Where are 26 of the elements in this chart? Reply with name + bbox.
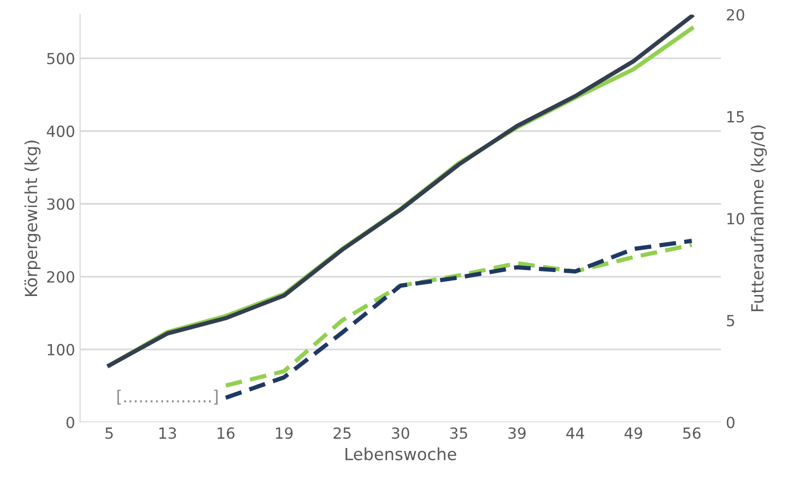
y-tick-label: 0 — [66, 416, 74, 428]
y2-tick-label: 0 — [726, 416, 734, 428]
y-tick-label: 100 — [48, 344, 74, 356]
x-tick-label: 5 — [106, 428, 113, 439]
y-tick-label: 200 — [47, 271, 74, 283]
x-tick-label: 30 — [392, 427, 410, 439]
x-tick-label: 13 — [159, 427, 176, 439]
y2-tick-label: 15 — [727, 111, 744, 123]
y2-tick-label: 10 — [727, 212, 744, 224]
x-axis-title: Lebenswoche — [346, 447, 456, 460]
x-tick-label: 44 — [566, 428, 584, 439]
y-tick-label: 500 — [47, 52, 74, 64]
x-tick-label: 56 — [683, 427, 701, 439]
y2-axis-title: Futteraufnahme (kg/d) — [750, 126, 767, 312]
y2-tick-label: 20 — [726, 9, 744, 21]
x-tick-label: 19 — [276, 427, 293, 439]
annotation: [.................] — [117, 390, 218, 405]
x-tick-label: 25 — [334, 427, 351, 439]
x-tick-label: 16 — [218, 427, 234, 439]
x-tick-label: 49 — [624, 427, 642, 439]
y-axis-title: Körpergewicht (kg) — [24, 140, 41, 296]
x-tick-label: 39 — [508, 427, 526, 439]
y-tick-label: 400 — [46, 126, 74, 138]
x-tick-label: 35 — [450, 427, 468, 439]
y-tick-label: 300 — [47, 198, 74, 210]
y2-tick-label: 5 — [726, 314, 734, 326]
